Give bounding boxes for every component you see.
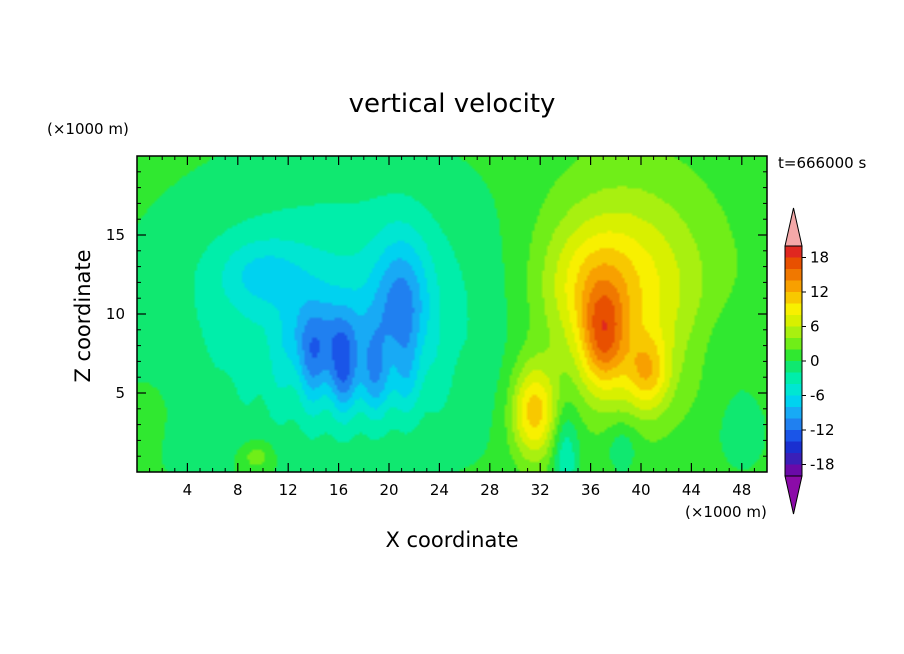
y-tick-label: 10 xyxy=(106,305,125,323)
x-tick-label: 8 xyxy=(233,481,243,499)
y-tick-label: 5 xyxy=(115,384,125,402)
x-tick-label: 40 xyxy=(631,481,650,499)
x-unit-label: (×1000 m) xyxy=(685,503,767,521)
x-tick-label: 36 xyxy=(581,481,600,499)
colorbar-tick-label: 6 xyxy=(810,318,820,336)
colorbar-under-arrow xyxy=(784,475,803,515)
colorbar-swatch xyxy=(785,246,802,258)
x-tick-label: 20 xyxy=(379,481,398,499)
colorbar-swatch xyxy=(785,280,802,292)
colorbar-swatch xyxy=(785,361,802,373)
x-tick-label: 28 xyxy=(480,481,499,499)
colorbar-swatch xyxy=(785,303,802,315)
colorbar-swatch xyxy=(785,464,802,476)
colorbar: 18 12 6 0 -6 -12 -18 xyxy=(784,207,835,515)
x-axis-ticks: 4 8 12 16 20 24 28 32 36 40 44 48 xyxy=(149,156,755,499)
chart-title: vertical velocity xyxy=(349,89,556,119)
y-tick-label: 15 xyxy=(106,226,125,244)
x-tick-label: 48 xyxy=(732,481,751,499)
colorbar-swatch xyxy=(785,338,802,350)
colorbar-over-arrow xyxy=(784,207,803,247)
y-unit-label: (×1000 m) xyxy=(47,120,129,138)
colorbar-swatch xyxy=(785,269,802,281)
colorbar-swatch xyxy=(785,384,802,396)
colorbar-swatch xyxy=(785,395,802,407)
x-tick-label: 32 xyxy=(531,481,550,499)
colorbar-swatch xyxy=(785,407,802,419)
x-tick-label: 16 xyxy=(329,481,348,499)
y-axis-label: Z coordinate xyxy=(71,249,95,382)
y-axis-ticks: 5 10 15 xyxy=(106,171,767,457)
heatmap-image xyxy=(137,156,767,472)
colorbar-swatch xyxy=(785,418,802,430)
colorbar-tick-label: -12 xyxy=(810,421,835,439)
colorbar-tick-label: -18 xyxy=(810,456,835,474)
x-tick-label: 4 xyxy=(183,481,193,499)
time-label: t=666000 s xyxy=(778,154,866,172)
colorbar-swatch xyxy=(785,257,802,269)
colorbar-swatch xyxy=(785,326,802,338)
heatmap-plot-area xyxy=(136,155,768,473)
colorbar-swatch xyxy=(785,349,802,361)
x-axis-label: X coordinate xyxy=(385,528,518,552)
colorbar-tick-label: -6 xyxy=(810,387,825,405)
colorbar-swatch xyxy=(785,441,802,453)
colorbar-swatch xyxy=(785,292,802,304)
colorbar-swatch xyxy=(785,315,802,327)
colorbar-tick-label: 0 xyxy=(810,352,820,370)
colorbar-tick-label: 12 xyxy=(810,283,829,301)
colorbar-swatch xyxy=(785,453,802,465)
colorbar-tick-label: 18 xyxy=(810,249,829,267)
x-tick-label: 24 xyxy=(430,481,449,499)
x-tick-label: 12 xyxy=(279,481,298,499)
colorbar-swatch xyxy=(785,430,802,442)
x-tick-label: 44 xyxy=(682,481,701,499)
colorbar-swatch xyxy=(785,372,802,384)
